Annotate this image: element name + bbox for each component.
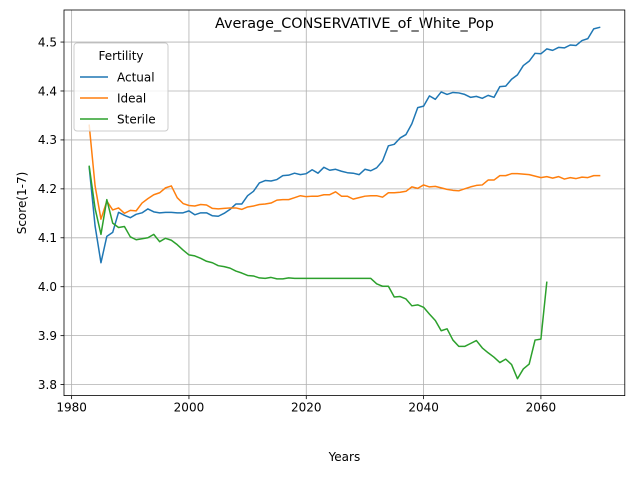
legend-label-ideal: Ideal — [117, 92, 146, 106]
grid — [64, 10, 625, 396]
x-tick-label: 2040 — [408, 401, 439, 415]
plot-lines — [88, 26, 601, 380]
y-tick-label: 4.2 — [38, 182, 57, 196]
y-tick-label: 4.3 — [38, 133, 57, 147]
x-tick-label: 2020 — [291, 401, 322, 415]
series-line-ideal — [88, 124, 601, 220]
legend-label-actual: Actual — [117, 71, 155, 85]
y-axis-label: Score(1-7) — [15, 172, 29, 235]
y-tick-label: 4.4 — [38, 84, 57, 98]
series-line-actual — [88, 26, 601, 264]
plot-frame — [63, 9, 626, 397]
x-axis-ticks: 1980 2000 2020 2040 2060 — [56, 395, 557, 415]
legend-entries: Actual Ideal Sterile — [80, 71, 156, 127]
series-line-sterile — [88, 165, 548, 380]
y-tick-label: 4.0 — [38, 280, 57, 294]
y-tick-label: 4.1 — [38, 231, 57, 245]
legend-frame — [73, 42, 169, 132]
x-tick-label: 2000 — [174, 401, 205, 415]
y-tick-label: 3.8 — [38, 378, 57, 392]
x-tick-label: 1980 — [56, 401, 87, 415]
y-tick-label: 3.9 — [38, 329, 57, 343]
chart-title: Average_CONSERVATIVE_of_White_Pop — [215, 16, 494, 32]
legend: Fertility Actual Ideal Sterile — [73, 42, 169, 132]
y-axis-ticks: 3.8 3.9 4.0 4.1 4.2 4.3 4.4 4.5 — [38, 35, 64, 392]
x-tick-label: 2060 — [526, 401, 557, 415]
x-axis-label: Years — [328, 450, 361, 464]
legend-label-sterile: Sterile — [117, 113, 156, 127]
y-tick-label: 4.5 — [38, 35, 57, 49]
legend-title: Fertility — [98, 49, 143, 63]
